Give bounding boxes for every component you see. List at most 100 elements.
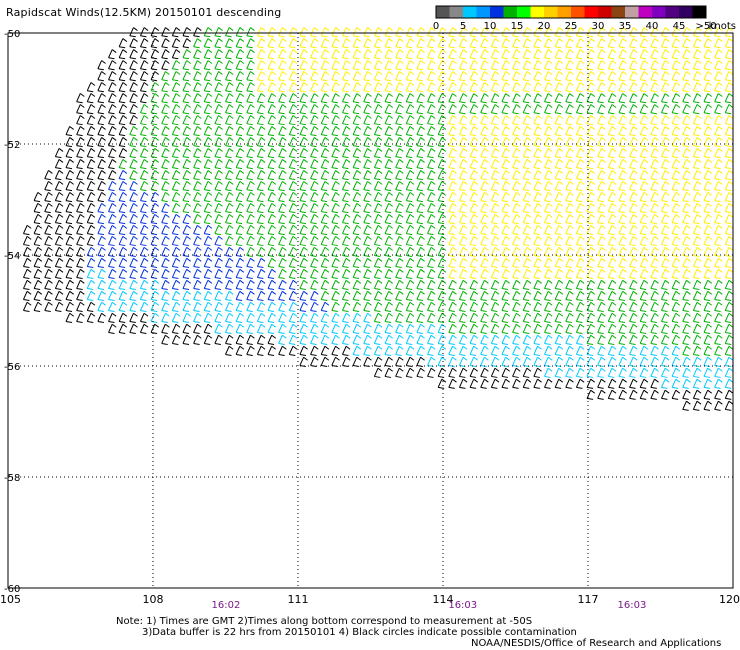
wind-barb: [629, 312, 638, 323]
wind-barb: [639, 82, 649, 93]
wind-barb: [501, 202, 510, 214]
wind-barb: [607, 323, 617, 334]
wind-barb: [458, 279, 468, 291]
wind-barb: [288, 345, 298, 356]
wind-barb: [469, 345, 479, 356]
wind-barb: [129, 137, 138, 148]
wind-barb: [108, 170, 117, 181]
wind-barb: [512, 126, 521, 137]
wind-barb: [86, 279, 96, 291]
wind-barb: [554, 268, 564, 280]
wind-barb: [629, 224, 638, 236]
wind-barb: [54, 148, 64, 159]
wind-barb: [692, 191, 702, 203]
wind-barb: [384, 257, 393, 269]
wind-barb: [565, 290, 574, 302]
wind-barb: [193, 82, 202, 93]
wind-barb: [586, 323, 596, 334]
wind-barb: [661, 356, 670, 367]
wind-barb: [703, 367, 712, 378]
wind-barb: [246, 290, 255, 302]
wind-barb: [267, 334, 277, 345]
wind-barb: [533, 170, 542, 181]
wind-barb: [331, 126, 340, 137]
wind-barb: [427, 235, 436, 247]
wind-barb: [480, 268, 489, 280]
wind-barb: [575, 246, 585, 258]
wind-barb: [639, 389, 649, 400]
wind-barb: [139, 115, 149, 126]
wind-barb: [565, 191, 574, 203]
wind-barb: [97, 181, 106, 192]
wind-barb: [384, 312, 393, 323]
wind-barb: [331, 246, 340, 258]
wind-barb: [182, 202, 191, 214]
wind-barb: [533, 334, 542, 345]
wind-barb: [384, 170, 393, 181]
wind-barb: [639, 235, 649, 247]
wind-barb: [118, 191, 128, 203]
wind-barb: [714, 148, 723, 159]
wind-barb: [203, 82, 213, 93]
wind-barb: [203, 301, 213, 312]
wind-barb: [363, 224, 372, 236]
wind-barb: [724, 170, 734, 181]
wind-barb: [533, 181, 542, 192]
wind-barb: [639, 345, 649, 356]
wind-barb: [118, 159, 128, 170]
wind-barb: [512, 323, 521, 334]
wind-barb: [639, 181, 649, 192]
wind-barb: [352, 257, 362, 269]
wind-barb: [692, 137, 702, 148]
wind-barb: [373, 27, 383, 38]
wind-barb: [724, 71, 734, 82]
wind-barb: [544, 235, 553, 247]
wind-barb: [150, 126, 160, 137]
wind-barb: [618, 126, 627, 137]
wind-barb: [246, 126, 255, 137]
wind-barb: [214, 93, 223, 104]
wind-barb: [161, 268, 170, 280]
wind-barb: [597, 126, 606, 137]
wind-barb: [671, 356, 681, 367]
wind-barb: [310, 290, 319, 302]
wind-barb: [129, 126, 138, 137]
wind-barb: [522, 170, 532, 181]
wind-barb: [692, 148, 702, 159]
wind-barb: [171, 104, 181, 115]
wind-barb: [288, 27, 298, 38]
wind-barb: [458, 49, 468, 60]
wind-barb: [373, 356, 383, 367]
wind-barb: [97, 202, 106, 214]
wind-barb: [310, 93, 319, 104]
wind-barb: [384, 137, 393, 148]
wind-barb: [129, 312, 138, 323]
wind-barb: [33, 279, 43, 291]
wind-barb: [352, 334, 362, 345]
wind-barb: [533, 235, 542, 247]
wind-barb: [671, 290, 681, 302]
wind-barb: [661, 27, 670, 38]
wind-barb: [501, 268, 510, 280]
wind-barb: [671, 301, 681, 312]
wind-barb: [331, 191, 340, 203]
wind-barb: [565, 159, 574, 170]
wind-barb: [76, 290, 85, 302]
wind-barb: [639, 191, 649, 203]
wind-barb: [490, 82, 500, 93]
wind-barb: [363, 60, 372, 71]
wind-barb: [469, 213, 479, 225]
wind-barb: [448, 356, 457, 367]
wind-barb: [235, 27, 245, 38]
wind-barb: [607, 345, 617, 356]
wind-barb: [33, 224, 43, 236]
wind-barb: [692, 312, 702, 323]
wind-barb: [395, 202, 404, 214]
wind-barb: [65, 148, 74, 159]
wind-barb: [512, 213, 521, 225]
wind-barb: [671, 257, 681, 269]
wind-barb: [692, 290, 702, 302]
wind-barb: [522, 257, 532, 269]
wind-barb: [575, 49, 585, 60]
wind-barb: [405, 323, 415, 334]
